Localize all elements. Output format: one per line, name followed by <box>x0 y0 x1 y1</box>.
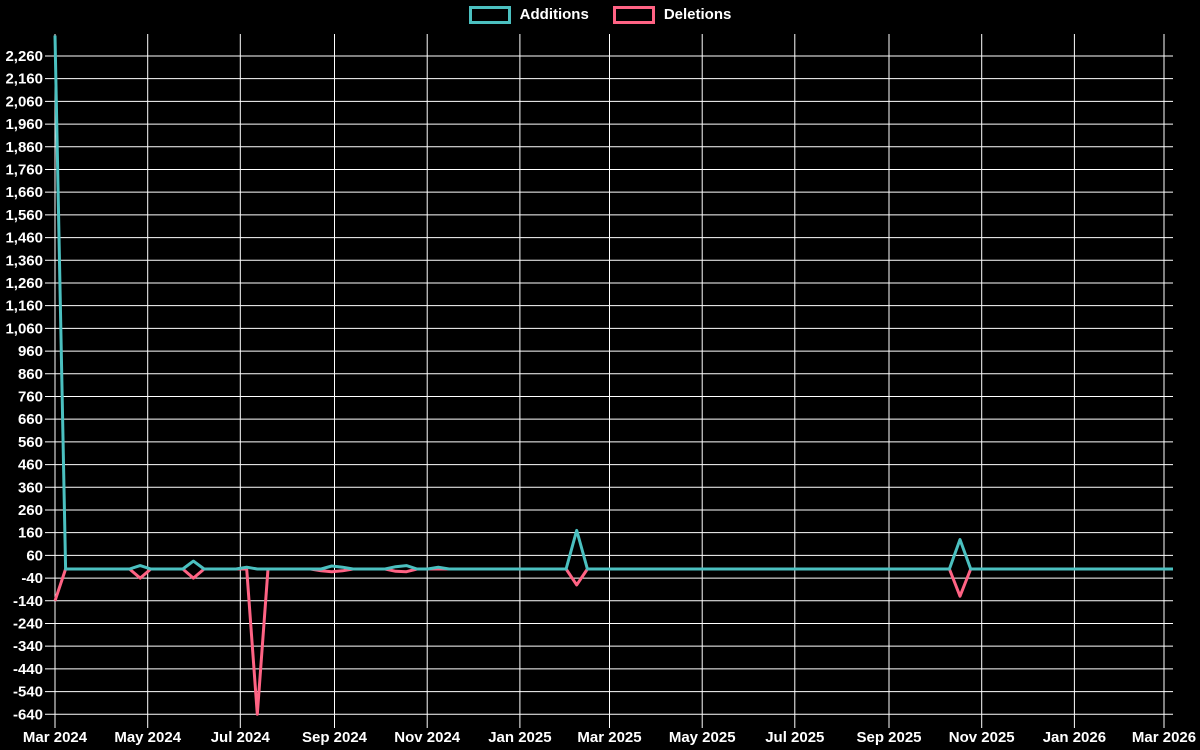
additions-line <box>53 35 1173 571</box>
y-axis-tick-label: 1,860 <box>5 139 43 156</box>
y-axis-tick-label: 560 <box>18 434 43 451</box>
y-axis-tick-label: -540 <box>13 684 43 701</box>
x-axis-tick-label: Mar 2024 <box>23 729 88 746</box>
x-axis-tick-label: Jan 2026 <box>1043 729 1106 746</box>
y-axis-tick-label: 2,160 <box>5 71 43 88</box>
deletions-line <box>53 567 1173 716</box>
x-axis-tick-label: Jan 2025 <box>488 729 551 746</box>
y-axis-tick-label: 1,460 <box>5 230 43 247</box>
legend-item-deletions[interactable]: Deletions <box>612 6 732 24</box>
chart-legend: Additions Deletions <box>0 6 1200 24</box>
y-axis-tick-label: 160 <box>18 525 43 542</box>
x-axis-tick-label: Sep 2025 <box>856 729 921 746</box>
additions-legend-label: Additions <box>519 6 589 23</box>
y-axis-tick-label: 1,060 <box>5 320 43 337</box>
y-axis-tick-label: 2,060 <box>5 93 43 110</box>
y-axis-tick-label: 1,760 <box>5 161 43 178</box>
y-axis-tick-label: -340 <box>13 638 43 655</box>
y-axis-tick-label: 60 <box>26 547 43 564</box>
y-axis-tick-label: 460 <box>18 457 43 474</box>
x-axis-tick-label: May 2025 <box>669 729 736 746</box>
y-axis-tick-label: 1,560 <box>5 207 43 224</box>
x-axis-tick-label: Nov 2025 <box>949 729 1015 746</box>
y-axis-tick-label: 2,260 <box>5 48 43 65</box>
y-axis-tick-label: 660 <box>18 411 43 428</box>
x-axis-tick-label: Mar 2026 <box>1132 729 1196 746</box>
y-axis-tick-label: -240 <box>13 615 43 632</box>
deletions-legend-swatch <box>612 6 655 24</box>
deletions-legend-label: Deletions <box>663 6 732 23</box>
x-axis-tick-label: Jul 2024 <box>211 729 271 746</box>
y-axis-tick-label: 860 <box>18 366 43 383</box>
y-axis-tick-label: 260 <box>18 502 43 519</box>
y-axis-tick-label: 960 <box>18 343 43 360</box>
y-axis-tick-label: 1,260 <box>5 275 43 292</box>
y-axis-tick-label: 1,360 <box>5 252 43 269</box>
additions-legend-swatch <box>468 6 511 24</box>
y-axis-tick-label: -140 <box>13 593 43 610</box>
y-axis-tick-label: 1,160 <box>5 298 43 315</box>
y-axis-tick-label: -640 <box>13 706 43 723</box>
x-axis-tick-label: Nov 2024 <box>394 729 461 746</box>
x-axis-tick-label: Mar 2025 <box>577 729 641 746</box>
y-axis-tick-label: 1,660 <box>5 184 43 201</box>
x-axis-tick-label: Jul 2025 <box>765 729 824 746</box>
legend-item-additions[interactable]: Additions <box>468 6 589 24</box>
y-axis-tick-label: 360 <box>18 479 43 496</box>
y-axis-tick-label: 760 <box>18 388 43 405</box>
y-axis-tick-label: -40 <box>21 570 43 587</box>
x-axis-tick-label: May 2024 <box>114 729 181 746</box>
y-axis-tick-label: -440 <box>13 661 43 678</box>
y-axis-tick-label: 1,960 <box>5 116 43 133</box>
x-axis-tick-label: Sep 2024 <box>302 729 368 746</box>
